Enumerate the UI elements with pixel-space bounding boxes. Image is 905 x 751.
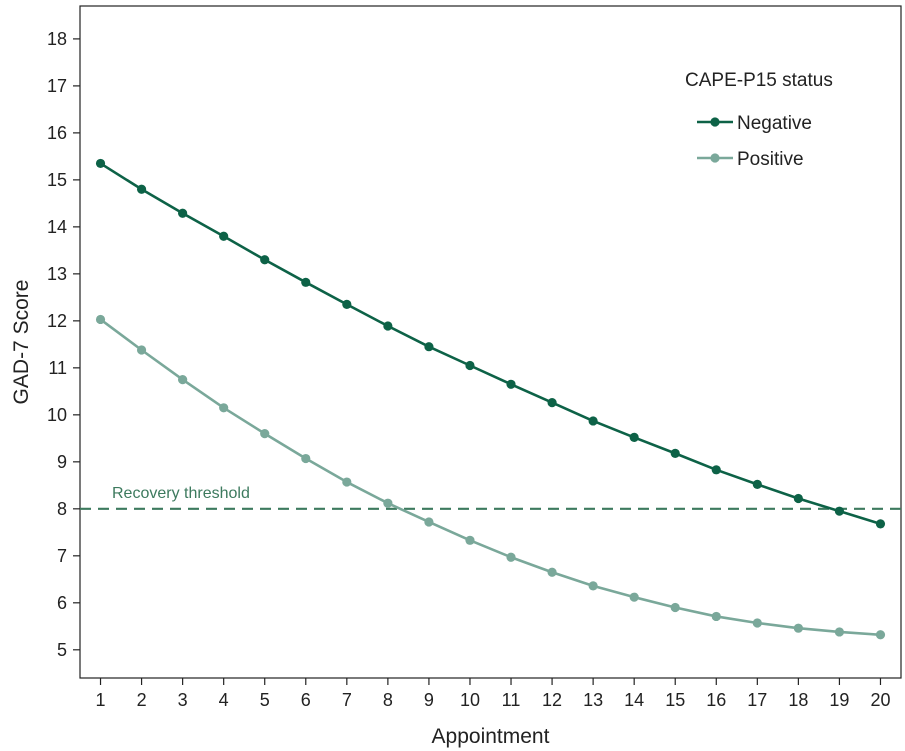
data-point-negative (342, 299, 352, 310)
x-tick-label: 6 (301, 690, 311, 710)
series-line-negative (99, 162, 881, 526)
series-negative (95, 158, 886, 529)
data-point-negative (465, 360, 475, 371)
y-tick-label: 13 (47, 264, 67, 284)
data-point-positive (383, 498, 393, 508)
axes: 1 2 3 4 5 6 7 8 9 10 11 12 13 14 15 16 17 18 19 20567891011… (10, 5, 902, 748)
y-tick-label: 5 (57, 640, 67, 660)
x-tick-label: 17 (747, 690, 767, 710)
data-point-positive (547, 567, 557, 577)
y-tick-label: 9 (57, 452, 67, 472)
data-point-positive (752, 618, 762, 628)
x-tick-label: 4 (219, 690, 229, 710)
data-point-negative (793, 493, 803, 504)
data-point-negative (711, 465, 721, 475)
data-point-negative (875, 519, 886, 529)
y-tick-label: 18 (47, 29, 67, 49)
x-tick-label: 9 (424, 690, 434, 710)
x-tick-label: 14 (624, 690, 644, 710)
y-tick-label: 7 (57, 546, 67, 566)
plot-frame (79, 5, 902, 679)
data-point-positive (219, 403, 229, 413)
x-tick-label: 19 (829, 690, 849, 710)
legend: CAPE-P15 status Negative Positive (685, 70, 833, 170)
legend-title: CAPE-P15 status (685, 70, 833, 91)
data-point-negative (670, 448, 680, 458)
x-tick-label: 13 (583, 690, 603, 710)
y-tick-label: 16 (47, 123, 67, 143)
data-point-positive (465, 535, 475, 545)
data-point-negative (547, 398, 557, 408)
data-point-negative (752, 479, 762, 489)
threshold-label: Recovery threshold (112, 485, 250, 502)
series-positive (95, 314, 886, 640)
x-tick-label: 7 (342, 690, 352, 710)
data-point-negative (95, 158, 106, 169)
x-tick-label: 16 (706, 690, 726, 710)
y-tick-label: 12 (47, 311, 67, 331)
y-tick-label: 6 (57, 593, 67, 613)
x-tick-label: 10 (460, 690, 480, 710)
x-tick-label: 12 (542, 690, 562, 710)
data-point-positive (260, 429, 270, 439)
data-point-negative (629, 432, 639, 442)
y-tick-label: 8 (57, 499, 67, 519)
data-point-positive (342, 477, 352, 487)
y-tick-label: 10 (47, 405, 67, 425)
x-tick-label: 1 (96, 690, 106, 710)
data-point-positive (588, 581, 598, 591)
data-point-negative (588, 416, 598, 426)
data-point-negative (136, 184, 147, 194)
legend-swatch-marker (710, 153, 720, 163)
y-tick-label: 15 (47, 170, 67, 190)
x-tick-label: 11 (502, 690, 521, 710)
data-point-negative (834, 506, 845, 516)
x-tick-label: 15 (665, 690, 685, 710)
series-layer (95, 158, 886, 640)
data-point-negative (219, 231, 229, 241)
data-point-positive (178, 374, 188, 385)
data-point-positive (301, 453, 311, 464)
legend-swatch-marker (710, 117, 720, 127)
data-point-positive (875, 630, 886, 640)
series-line-positive (99, 318, 881, 637)
legend-label-positive: Positive (737, 149, 804, 170)
x-tick-label: 5 (260, 690, 270, 710)
data-point-positive (834, 627, 845, 637)
data-point-negative (506, 379, 516, 389)
data-point-negative (301, 277, 311, 287)
data-point-negative (424, 342, 434, 352)
recovery-threshold: Recovery threshold (80, 485, 901, 510)
y-tick-label: 14 (47, 217, 67, 237)
data-point-positive (711, 611, 721, 622)
x-tick-label: 18 (788, 690, 808, 710)
data-point-positive (670, 602, 680, 613)
x-tick-label: 3 (178, 690, 188, 710)
y-axis-label: GAD-7 Score (10, 280, 33, 405)
data-point-positive (95, 314, 106, 325)
x-tick-label: 2 (137, 690, 147, 710)
data-point-negative (383, 321, 393, 331)
data-point-positive (506, 552, 516, 562)
x-tick-label: 20 (870, 690, 890, 710)
data-point-positive (136, 345, 147, 355)
data-point-positive (424, 517, 434, 527)
x-axis-label: Appointment (432, 725, 550, 748)
y-tick-label: 17 (47, 76, 67, 96)
data-point-negative (178, 208, 188, 218)
data-point-positive (629, 592, 639, 602)
x-tick-label: 8 (383, 690, 393, 710)
data-point-positive (793, 623, 803, 633)
data-point-negative (260, 255, 270, 265)
legend-label-negative: Negative (737, 113, 812, 134)
y-tick-label: 11 (48, 358, 67, 378)
